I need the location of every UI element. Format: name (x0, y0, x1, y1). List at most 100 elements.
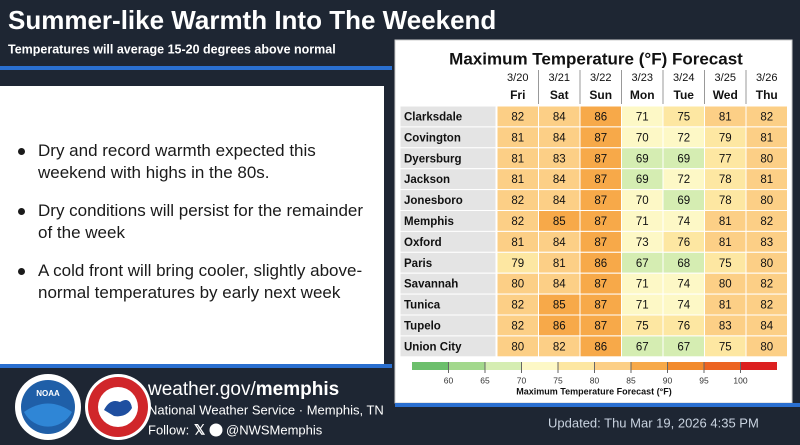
temp-value: 87 (594, 320, 607, 332)
temp-value: 87 (594, 237, 607, 249)
temp-value: 82 (511, 300, 524, 312)
temp-value: 74 (677, 279, 690, 291)
day-header: Thu (756, 88, 778, 102)
colorbar-tick-label: 75 (553, 375, 563, 385)
colorbar-segment (740, 362, 777, 370)
colorbar-tick-label: 85 (626, 375, 636, 385)
temp-value: 82 (760, 279, 773, 291)
temp-value: 81 (553, 258, 566, 270)
noaa-text: NOAA (36, 389, 60, 398)
temp-value: 75 (636, 320, 649, 332)
temp-value: 82 (760, 111, 773, 123)
temp-value: 72 (677, 132, 690, 144)
temp-value: 69 (677, 153, 690, 165)
bullet: Dry conditions will persist for the rema… (14, 200, 374, 244)
temp-value: 83 (760, 237, 773, 249)
date-header: 3/25 (715, 72, 736, 84)
temp-value: 81 (719, 237, 732, 249)
left-panel (0, 86, 384, 364)
date-header: 3/26 (756, 72, 777, 84)
temp-value: 87 (594, 132, 607, 144)
subtitle: Temperatures will average 15-20 degrees … (8, 42, 336, 56)
temp-value: 67 (677, 341, 690, 353)
bullet: A cold front will bring cooler, slightly… (14, 260, 374, 304)
follow-label: Follow: (148, 422, 189, 437)
temp-value: 74 (677, 300, 690, 312)
colorbar-label: Maximum Temperature Forecast (°F) (516, 386, 671, 396)
temp-value: 85 (553, 300, 566, 312)
temp-value: 80 (760, 341, 773, 353)
temp-value: 74 (677, 216, 690, 228)
city-label: Paris (404, 258, 432, 270)
temp-value: 82 (511, 111, 524, 123)
colorbar-segment (412, 362, 449, 370)
city-label: Dyersburg (404, 153, 462, 165)
temp-value: 81 (760, 174, 773, 186)
temp-value: 81 (511, 132, 524, 144)
day-header: Tue (674, 88, 695, 102)
temp-value: 78 (719, 195, 732, 207)
temp-value: 75 (719, 258, 732, 270)
temp-value: 81 (719, 216, 732, 228)
colorbar-tick-label: 80 (590, 375, 600, 385)
temp-value: 84 (760, 320, 773, 332)
temp-value: 84 (553, 237, 566, 249)
colorbar-tick-label: 65 (480, 375, 490, 385)
temp-cell (745, 335, 788, 358)
handle: @NWSMemphis (226, 422, 323, 437)
temp-value: 80 (511, 279, 524, 291)
temp-value: 67 (636, 258, 649, 270)
temp-value: 86 (594, 341, 607, 353)
day-header: Mon (630, 88, 655, 102)
colorbar-segment (521, 362, 558, 370)
title: Summer-like Warmth Into The Weekend (8, 5, 496, 35)
colorbar-segment (594, 362, 631, 370)
temp-value: 85 (553, 216, 566, 228)
temp-value: 79 (719, 132, 732, 144)
city-label: Union City (404, 341, 462, 353)
bullet-list: Dry and record warmth expected this week… (14, 140, 374, 320)
temp-value: 70 (636, 195, 649, 207)
temp-value: 86 (594, 111, 607, 123)
temp-value: 76 (677, 237, 690, 249)
x-icon: 𝕏 (194, 422, 206, 438)
noaa-wave (24, 403, 72, 427)
day-header: Sun (589, 88, 612, 102)
temp-value: 69 (677, 195, 690, 207)
temp-value: 75 (719, 341, 732, 353)
url-bold: memphis (256, 379, 339, 400)
temp-value: 80 (760, 258, 773, 270)
temp-value: 71 (636, 300, 649, 312)
temp-value: 87 (594, 279, 607, 291)
temp-value: 81 (719, 111, 732, 123)
city-label: Covington (404, 132, 461, 144)
temp-value: 84 (553, 174, 566, 186)
temp-value: 86 (553, 320, 566, 332)
office: National Weather Service · Memphis, TN (148, 402, 384, 417)
temp-value: 77 (719, 153, 732, 165)
temp-value: 71 (636, 111, 649, 123)
temp-value: 83 (719, 320, 732, 332)
city-label: Tunica (404, 300, 441, 312)
temp-value: 87 (594, 216, 607, 228)
temp-value: 67 (636, 341, 649, 353)
city-label: Oxford (404, 237, 442, 249)
facebook-icon (209, 423, 223, 437)
temp-value: 86 (594, 258, 607, 270)
temp-value: 80 (511, 341, 524, 353)
temp-value: 87 (594, 174, 607, 186)
temp-value: 81 (719, 300, 732, 312)
temp-value: 87 (594, 300, 607, 312)
temp-value: 78 (719, 174, 732, 186)
temp-value: 83 (553, 153, 566, 165)
temp-value: 75 (677, 111, 690, 123)
temp-value: 81 (511, 237, 524, 249)
accent-stripe (0, 66, 392, 70)
colorbar-segment (485, 362, 522, 370)
url: weather.gov/memphis (147, 379, 339, 400)
city-label: Jackson (404, 174, 450, 186)
updated: Updated: Thu Mar 19, 2026 4:35 PM (548, 415, 759, 430)
city-label: Jonesboro (404, 195, 463, 207)
